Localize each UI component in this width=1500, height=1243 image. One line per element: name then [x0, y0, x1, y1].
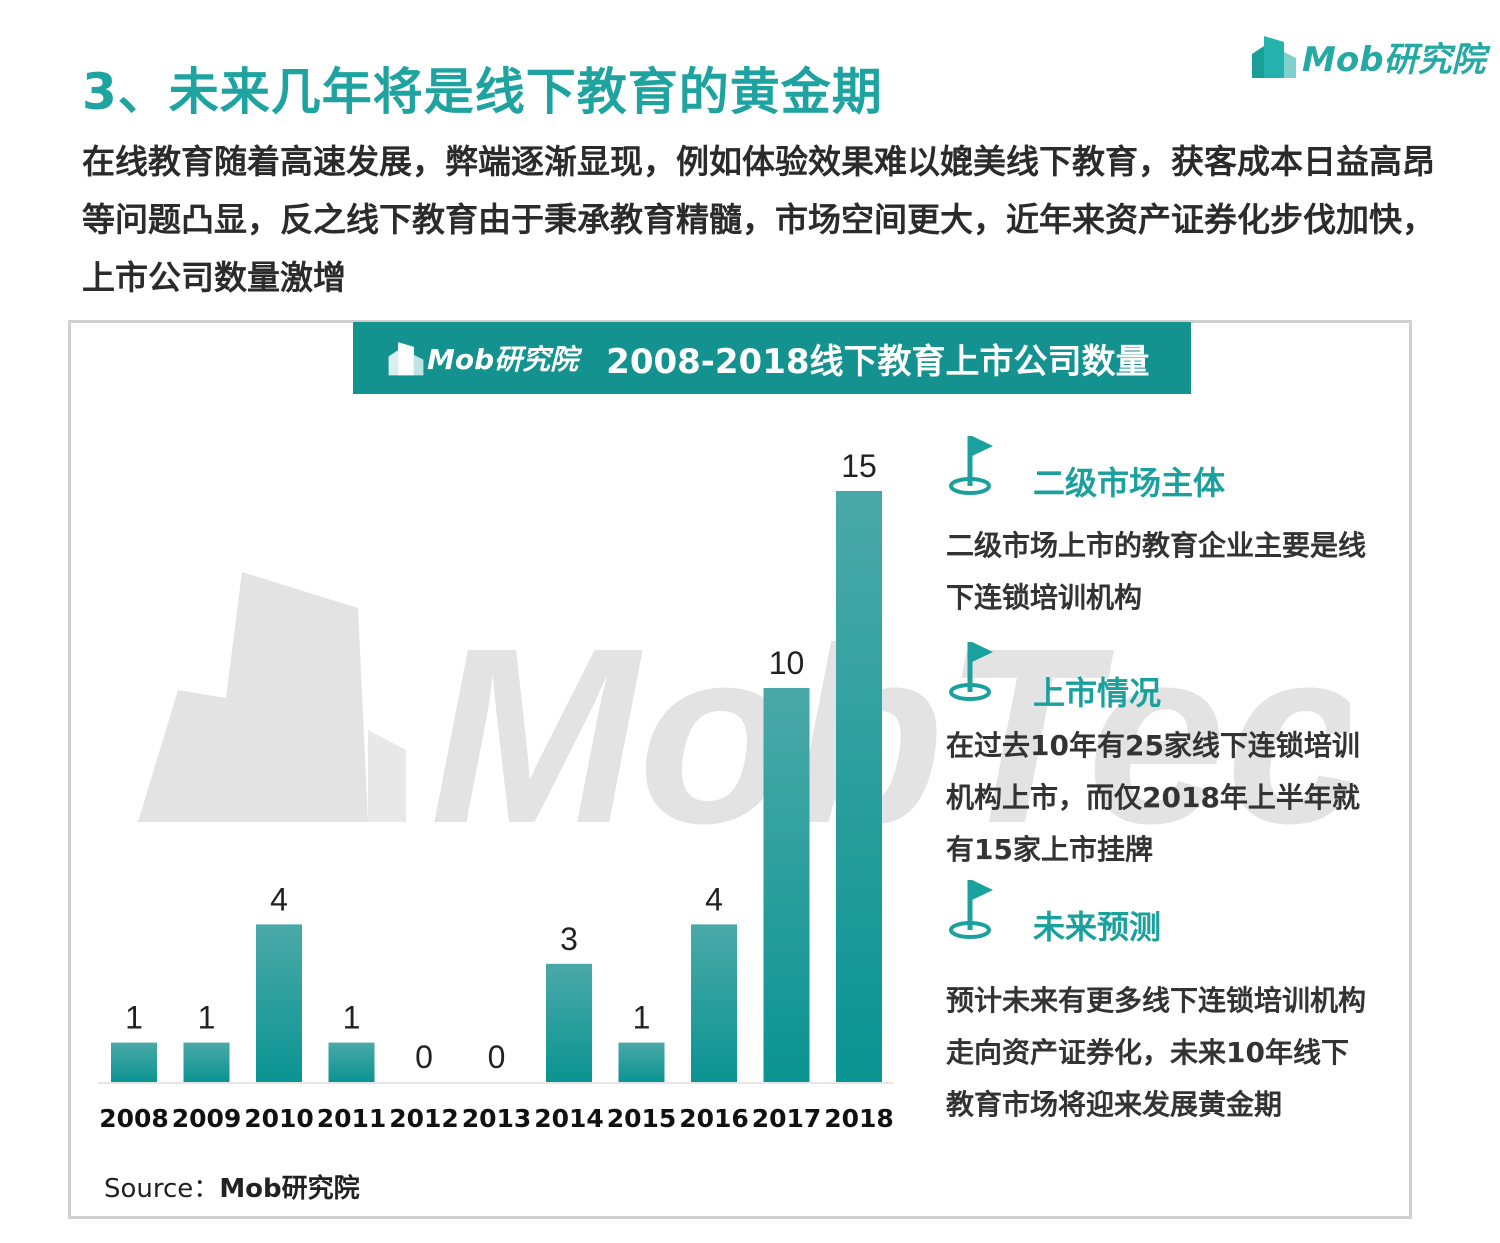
bar-2009: [183, 1042, 230, 1082]
x-tick-label: 2016: [679, 1104, 749, 1133]
data-label-2018: 15: [841, 448, 877, 484]
logo-text: Mob研究院: [1302, 39, 1486, 80]
source-note: Source：Mob研究院: [104, 1168, 360, 1205]
x-tick-label: 2013: [462, 1104, 532, 1133]
x-tick-label: 2009: [172, 1104, 242, 1133]
flag-icon: [949, 436, 993, 495]
bar-2011: [328, 1042, 375, 1082]
bar-2017: [763, 688, 810, 1082]
x-tick-label: 2012: [389, 1104, 459, 1133]
watermark-text: MobTech: [430, 596, 1350, 840]
x-tick-label: 2008: [99, 1104, 169, 1133]
section-body: 二级市场上市的教育企业主要是线下连锁培训机构: [946, 529, 1367, 614]
data-label-2008: 1: [125, 1000, 143, 1036]
data-label-2014: 3: [560, 921, 578, 957]
title-bar-logo-text: Mob研究院: [427, 343, 579, 376]
data-label-2016: 4: [705, 881, 723, 917]
data-label-2013: 0: [488, 1039, 506, 1075]
brand-logo: Mob研究院: [1250, 30, 1486, 82]
section-title: 二级市场主体: [1033, 464, 1226, 502]
title-bar-logo: Mob研究院: [387, 338, 578, 378]
data-label-2010: 4: [270, 881, 288, 917]
x-tick-label: 2015: [607, 1104, 677, 1133]
watermark-building-icon: [138, 572, 368, 822]
section-title: 上市情况: [1033, 674, 1162, 712]
intro-paragraph: 在线教育随着高速发展，弊端逐渐显现，例如体验效果难以媲美线下教育，获客成本日益高…: [82, 142, 1435, 297]
building-logo-icon: [1252, 36, 1296, 78]
section-3: 未来预测: [945, 876, 1161, 946]
data-label-2011: 1: [343, 1000, 361, 1036]
section-body: 预计未来有更多线下连锁培训机构走向资产证券化，未来10年线下教育市场将迎来发展黄…: [946, 984, 1367, 1121]
bar-2015: [618, 1042, 665, 1082]
flag-icon: [949, 880, 993, 939]
x-tick-label: 2017: [752, 1104, 822, 1133]
bar-2016: [691, 924, 737, 1082]
data-label-2015: 1: [633, 1000, 651, 1036]
section-body: 在过去10年有25家线下连锁培训机构上市，而仅2018年上半年就有15家上市挂牌: [946, 729, 1360, 866]
watermark: MobTech: [138, 572, 1350, 840]
chart-title-bar: Mob研究院 2008-2018线下教育上市公司数量: [353, 322, 1191, 394]
section-1: 二级市场主体: [945, 432, 1225, 502]
data-label-2009: 1: [198, 1000, 216, 1036]
data-label-2012: 0: [415, 1039, 433, 1075]
source-value: Mob研究院: [219, 1174, 360, 1204]
x-tick-label: 2010: [244, 1104, 314, 1133]
x-tick-label: 2011: [317, 1104, 387, 1133]
bar-2008: [111, 1042, 157, 1082]
bar-2014: [546, 963, 592, 1082]
data-label-2017: 10: [769, 645, 805, 681]
x-tick-label: 2018: [824, 1104, 894, 1133]
page-title: 3、未来几年将是线下教育的黄金期: [82, 63, 883, 121]
bar-2018: [836, 491, 882, 1082]
building-logo-icon: [388, 342, 424, 376]
flag-icon: [949, 642, 993, 701]
x-tick-label: 2014: [534, 1104, 604, 1133]
bar-2010: [256, 924, 302, 1082]
source-label: Source：: [104, 1174, 220, 1204]
chart-title: 2008-2018线下教育上市公司数量: [606, 341, 1150, 382]
section-2: 上市情况: [945, 638, 1161, 712]
section-title: 未来预测: [1033, 908, 1162, 946]
